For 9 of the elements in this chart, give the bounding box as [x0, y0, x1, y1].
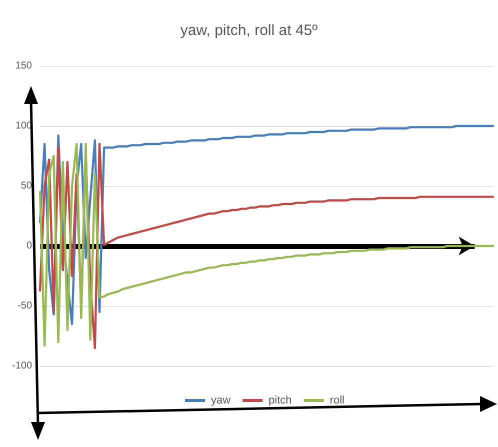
y-tick-label: 0: [26, 240, 32, 252]
y-tick-label: 50: [20, 180, 32, 192]
legend-label: yaw: [211, 394, 231, 406]
y-tick-label: -50: [18, 300, 32, 312]
legend-label: pitch: [268, 394, 292, 406]
chart-title: yaw, pitch, roll at 45º: [180, 22, 318, 39]
legend-label: roll: [330, 394, 344, 406]
y-tick-label: 150: [15, 60, 32, 72]
y-tick-label: -100: [12, 360, 32, 372]
